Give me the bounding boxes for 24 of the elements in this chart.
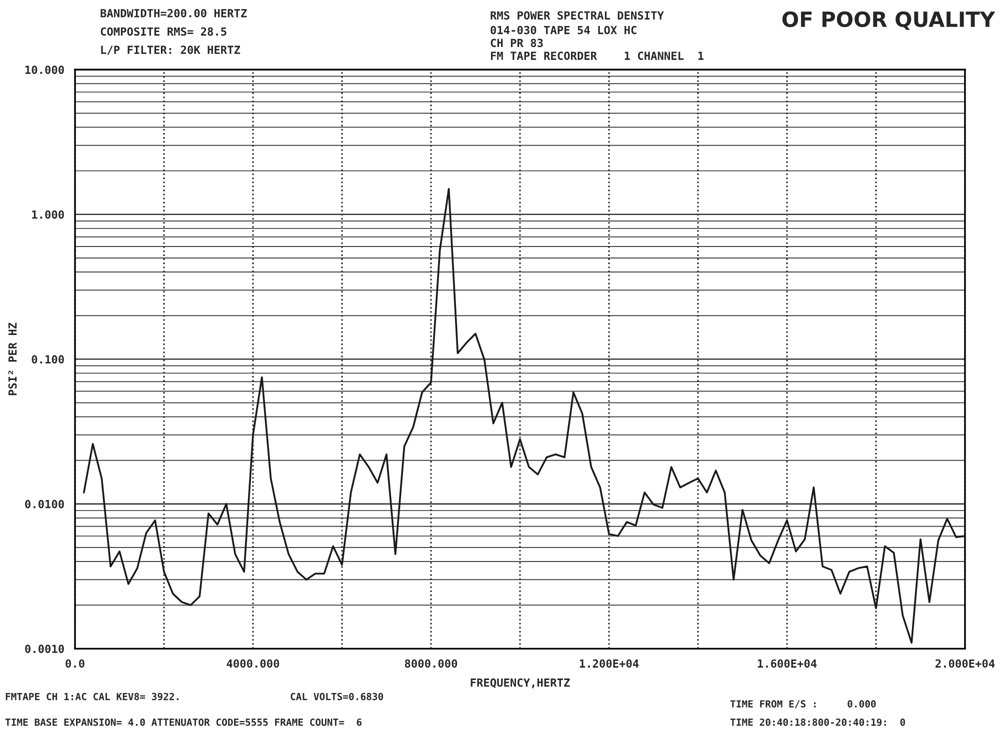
x-tick-label: 1.600E+04 [758, 659, 817, 668]
x-tick-label: 8000.000 [404, 659, 458, 668]
chart-title: RMS POWER SPECTRAL DENSITY [490, 11, 664, 20]
x-tick-label: 1.200E+04 [580, 659, 639, 668]
y-tick-label: 1.000 [32, 210, 64, 219]
text: L/P FILTER: 20K HERTZ [101, 46, 240, 55]
text: OF POOR QUALITY [782, 11, 996, 30]
text: CAL VOLTS=0.6830 [290, 692, 384, 700]
text: COMPOSITE RMS= 28.5 [100, 27, 226, 36]
y-tick-label: 0.100 [32, 355, 64, 364]
text: BANDWIDTH=200.00 HERTZ [100, 8, 247, 18]
y-tick-label: 0.0010 [25, 644, 64, 654]
chart-subtitle: 014-030 TAPE 54 LOX HC CH PR 83 FM TAPE RECORDER 1 CHANNEL 1 [490, 26, 704, 60]
x-tick-label: 4000.000 [226, 659, 280, 668]
text: FMTAPE CH 1:AC CAL KEV8= 3922. [6, 692, 178, 700]
x-tick-label: 2.000E+04 [936, 659, 995, 668]
x-tick-label: 0.0 [66, 659, 84, 668]
x-axis-title: FREQUENCY,HERTZ [470, 678, 570, 688]
text: TIME BASE EXPANSION= 4.0 ATTENUATOR CODE=5555 FRAME COUNT= 6 [5, 718, 362, 726]
text: TIME 20:40:18:800-20:40:19: 0 [730, 718, 906, 726]
y-tick-label: 10.000 [25, 66, 64, 74]
text: TIME FROM E/S : 0.000 [730, 700, 876, 708]
y-axis-title: PSI² PER HZ [8, 322, 17, 396]
y-tick-label: 0.0100 [25, 500, 64, 508]
